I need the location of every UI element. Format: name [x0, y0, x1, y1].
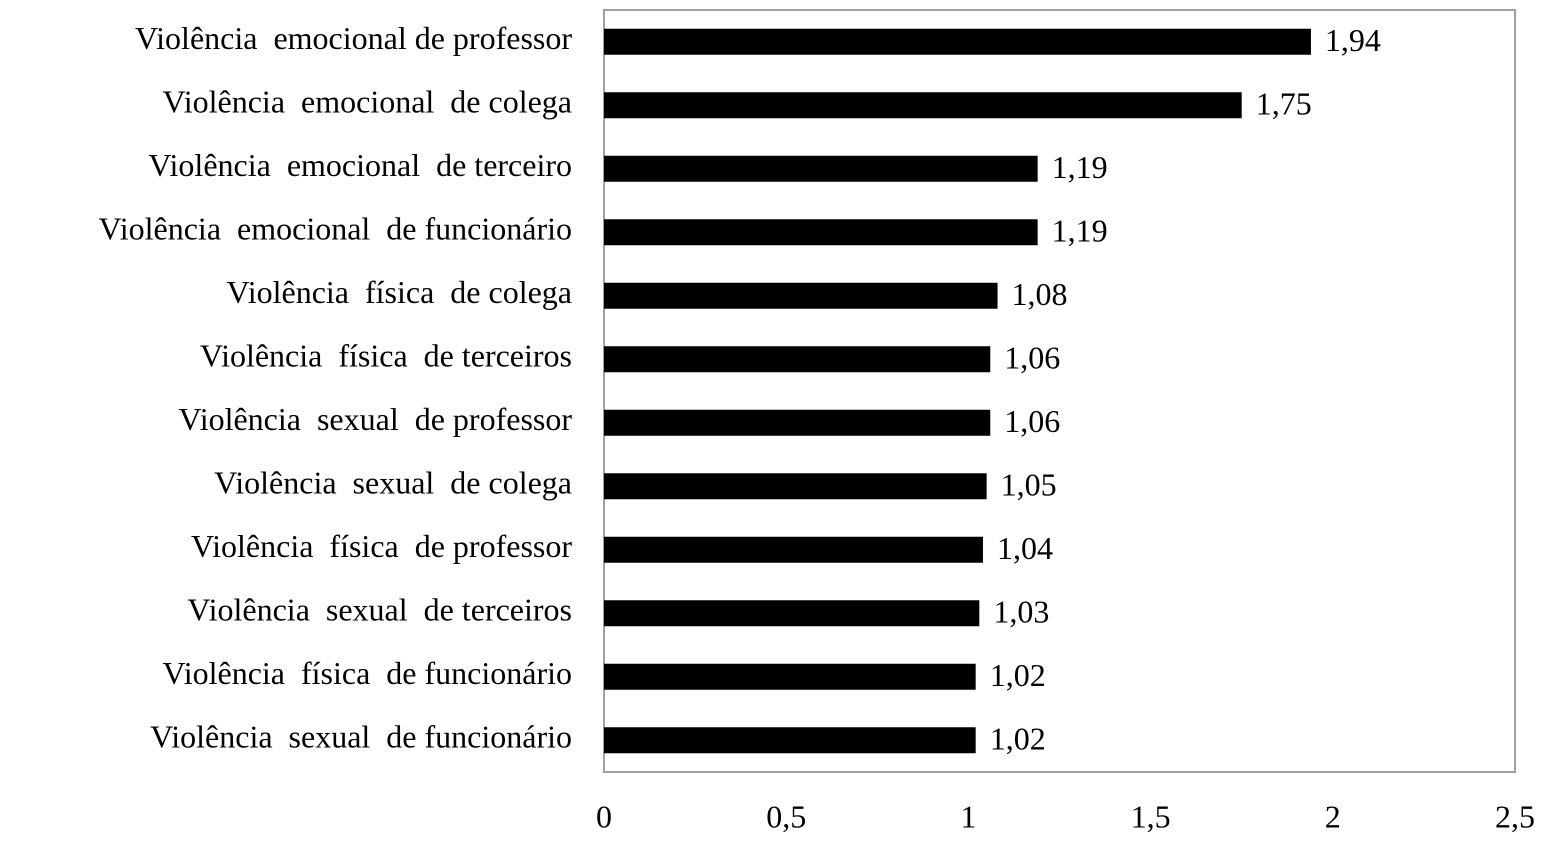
- data-label: 1,19: [1052, 149, 1108, 185]
- bar: [604, 536, 983, 563]
- x-tick-label: 0: [596, 798, 612, 834]
- y-tick-label: Violência emocional de colega: [163, 84, 572, 120]
- y-tick-label: Violência sexual de colega: [214, 465, 572, 501]
- data-label: 1,94: [1325, 22, 1381, 58]
- bar: [604, 155, 1038, 182]
- bar: [604, 282, 998, 309]
- bar: [604, 600, 980, 627]
- data-label: 1,75: [1256, 86, 1312, 122]
- bar: [604, 92, 1242, 119]
- x-tick-label: 1: [960, 798, 976, 834]
- bar: [604, 28, 1311, 55]
- x-tick-label: 2: [1325, 798, 1341, 834]
- y-tick-label: Violência emocional de terceiro: [148, 147, 572, 183]
- data-label: 1,04: [997, 530, 1053, 566]
- y-tick-label: Violência emocional de professor: [135, 20, 572, 56]
- data-label: 1,19: [1052, 213, 1108, 249]
- y-tick-label: Violência física de professor: [191, 528, 572, 564]
- x-tick-label: 0,5: [766, 798, 806, 834]
- bar: [604, 346, 991, 373]
- bar: [604, 219, 1038, 246]
- y-tick-label: Violência sexual de professor: [179, 401, 573, 437]
- data-label: 1,02: [990, 721, 1046, 757]
- y-tick-label: Violência física de colega: [227, 274, 572, 310]
- y-tick-label: Violência física de funcionário: [163, 655, 572, 691]
- data-label: 1,08: [1012, 276, 1068, 312]
- y-tick-label: Violência sexual de terceiros: [187, 592, 572, 628]
- bar: [604, 409, 991, 436]
- data-label: 1,02: [990, 657, 1046, 693]
- data-label: 1,06: [1004, 403, 1060, 439]
- bar: [604, 663, 976, 690]
- data-label: 1,03: [993, 594, 1049, 630]
- y-tick-label: Violência sexual de funcionário: [150, 719, 572, 755]
- data-label: 1,05: [1001, 467, 1057, 503]
- x-tick-label: 2,5: [1495, 798, 1535, 834]
- bar: [604, 473, 987, 500]
- bar: [604, 727, 976, 754]
- plot-frame: [603, 9, 1516, 773]
- x-tick-label: 1,5: [1131, 798, 1171, 834]
- data-label: 1,06: [1004, 340, 1060, 376]
- y-tick-label: Violência física de terceiros: [200, 338, 572, 374]
- y-tick-label: Violência emocional de funcionário: [99, 211, 572, 247]
